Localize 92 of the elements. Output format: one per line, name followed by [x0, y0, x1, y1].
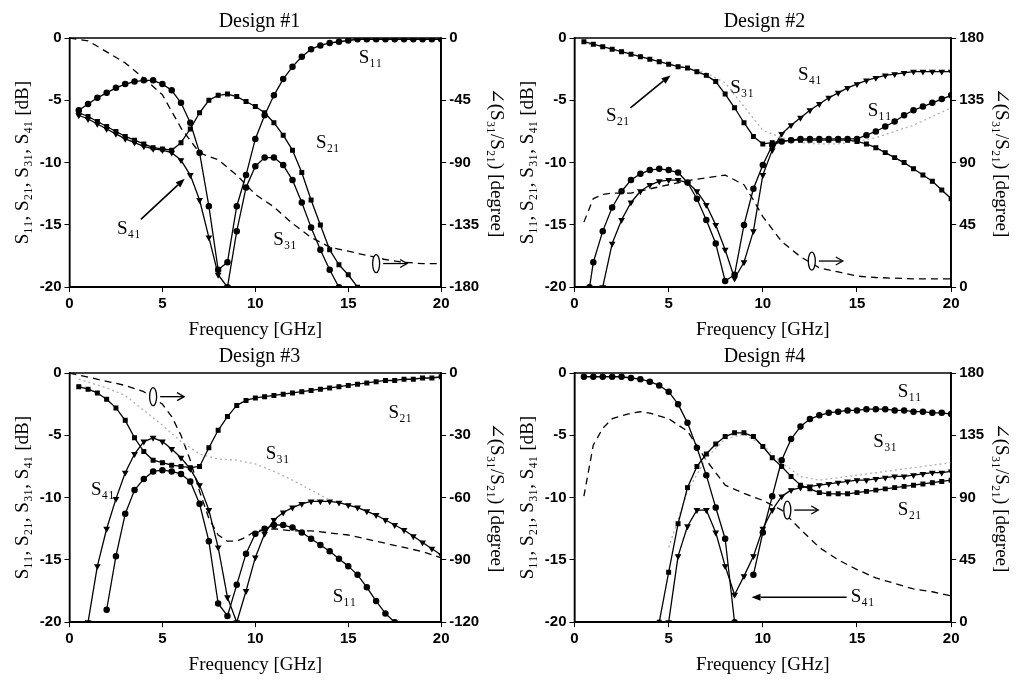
series-label: S₄₁: [798, 63, 822, 85]
y2-axis-title: ∠(S₃₁/S₂₁) [degree]: [485, 422, 508, 573]
y-axis-title: S₁₁, S₂₁, S₃₁, S₄₁ [dB]: [11, 80, 33, 245]
chart-title: Design #2: [723, 9, 806, 33]
x-tick-label: 10: [246, 629, 264, 647]
y-tick-label: 0: [53, 28, 62, 46]
y-tick-label: 0: [53, 363, 62, 381]
x-tick-label: 0: [570, 629, 579, 647]
x-tick-label: 15: [848, 294, 866, 312]
chart-title: Design #3: [218, 344, 301, 368]
y-tick-label: -15: [39, 215, 62, 233]
x-tick-label: 20: [942, 294, 960, 312]
y-tick-label: -5: [48, 425, 62, 443]
y2-tick-label: -90: [449, 550, 471, 568]
y2-tick-label: 135: [959, 425, 985, 443]
y-tick-label: -10: [39, 152, 62, 170]
y2-tick-label: -135: [449, 215, 480, 233]
series-label: S₁₁: [358, 45, 383, 67]
chart-title: Design #1: [218, 9, 301, 33]
y2-tick-label: 0: [959, 612, 968, 630]
x-tick-label: 5: [158, 294, 167, 312]
y-tick-label: -15: [39, 550, 62, 568]
series-label: S₃₁: [730, 75, 755, 97]
y-tick-label: -20: [39, 277, 62, 295]
legend-label: S₂₁: [605, 104, 630, 126]
y2-tick-label: 180: [959, 363, 985, 381]
x-tick-label: 5: [664, 294, 673, 312]
series-label: S₂₁: [315, 130, 340, 152]
y-tick-label: -20: [39, 612, 62, 630]
y2-tick-label: 45: [959, 550, 976, 568]
x-tick-label: 20: [432, 629, 450, 647]
y2-tick-label: -90: [449, 152, 471, 170]
x-tick-label: 0: [65, 294, 74, 312]
y2-axis-title: ∠(S₃₁/S₂₁) [degree]: [990, 422, 1013, 573]
x-tick-label: 15: [339, 629, 357, 647]
y-tick-label: 0: [558, 363, 567, 381]
y-tick-label: -10: [39, 487, 62, 505]
series-label: S₁₁: [867, 99, 892, 121]
x-tick-label: 20: [432, 294, 450, 312]
y2-axis-title: ∠(S₃₁/S₂₁) [degree]: [990, 87, 1013, 238]
x-tick-label: 5: [158, 629, 167, 647]
y-tick-label: -5: [553, 90, 567, 108]
y2-tick-label: -60: [449, 487, 471, 505]
y2-tick-label: 90: [959, 152, 976, 170]
y-tick-label: -5: [48, 90, 62, 108]
x-tick-label: 0: [65, 629, 74, 647]
y-tick-label: -20: [544, 277, 567, 295]
y-tick-label: -20: [544, 612, 567, 630]
x-tick-label: 20: [942, 629, 960, 647]
y2-tick-label: 180: [959, 28, 985, 46]
y-axis-title: S₁₁, S₂₁, S₃₁, S₄₁ [dB]: [516, 80, 538, 245]
y-tick-label: -5: [553, 425, 567, 443]
x-axis-title: Frequency [GHz]: [188, 652, 323, 674]
y2-tick-label: 90: [959, 487, 976, 505]
y-axis-title: S₁₁, S₂₁, S₃₁, S₄₁ [dB]: [516, 415, 538, 580]
x-tick-label: 15: [848, 629, 866, 647]
x-tick-label: 10: [754, 294, 772, 312]
y2-axis-title: ∠(S₃₁/S₂₁) [degree]: [485, 87, 508, 238]
x-axis-title: Frequency [GHz]: [696, 317, 830, 339]
y2-tick-label: 135: [959, 90, 985, 108]
series-label: S₂₁: [897, 498, 922, 520]
series-label: S₃₁: [273, 227, 297, 249]
x-tick-label: 0: [570, 294, 579, 312]
series-label: S₂₁: [388, 400, 413, 422]
y-tick-label: -10: [544, 487, 567, 505]
x-tick-label: 10: [246, 294, 264, 312]
x-tick-label: 10: [754, 629, 772, 647]
y-tick-label: -15: [544, 215, 567, 233]
series-label: S₃₁: [873, 429, 898, 451]
y2-tick-label: 45: [959, 215, 976, 233]
x-axis-title: Frequency [GHz]: [696, 652, 830, 674]
y-tick-label: -10: [544, 152, 567, 170]
x-tick-label: 5: [664, 629, 673, 647]
x-axis-title: Frequency [GHz]: [188, 317, 323, 339]
y2-tick-label: -180: [449, 277, 480, 295]
chart-title: Design #4: [723, 344, 806, 368]
y2-tick-label: -30: [449, 425, 471, 443]
legend-label: S₄₁: [117, 216, 141, 238]
x-tick-label: 15: [339, 294, 357, 312]
y2-tick-label: 0: [959, 277, 968, 295]
y-axis-title: S₁₁, S₂₁, S₃₁, S₄₁ [dB]: [11, 415, 33, 580]
y2-tick-label: 0: [449, 28, 458, 46]
y2-tick-label: 0: [449, 363, 458, 381]
y2-tick-label: -45: [449, 90, 471, 108]
series-label: S₄₁: [91, 478, 115, 500]
series-label: S₁₁: [897, 379, 922, 401]
y-tick-label: -15: [544, 550, 567, 568]
series-label: S₃₁: [265, 441, 290, 463]
y-tick-label: 0: [558, 28, 567, 46]
y2-tick-label: -120: [449, 612, 480, 630]
legend-label: S₄₁: [850, 585, 875, 607]
series-label: S₁₁: [332, 585, 357, 607]
